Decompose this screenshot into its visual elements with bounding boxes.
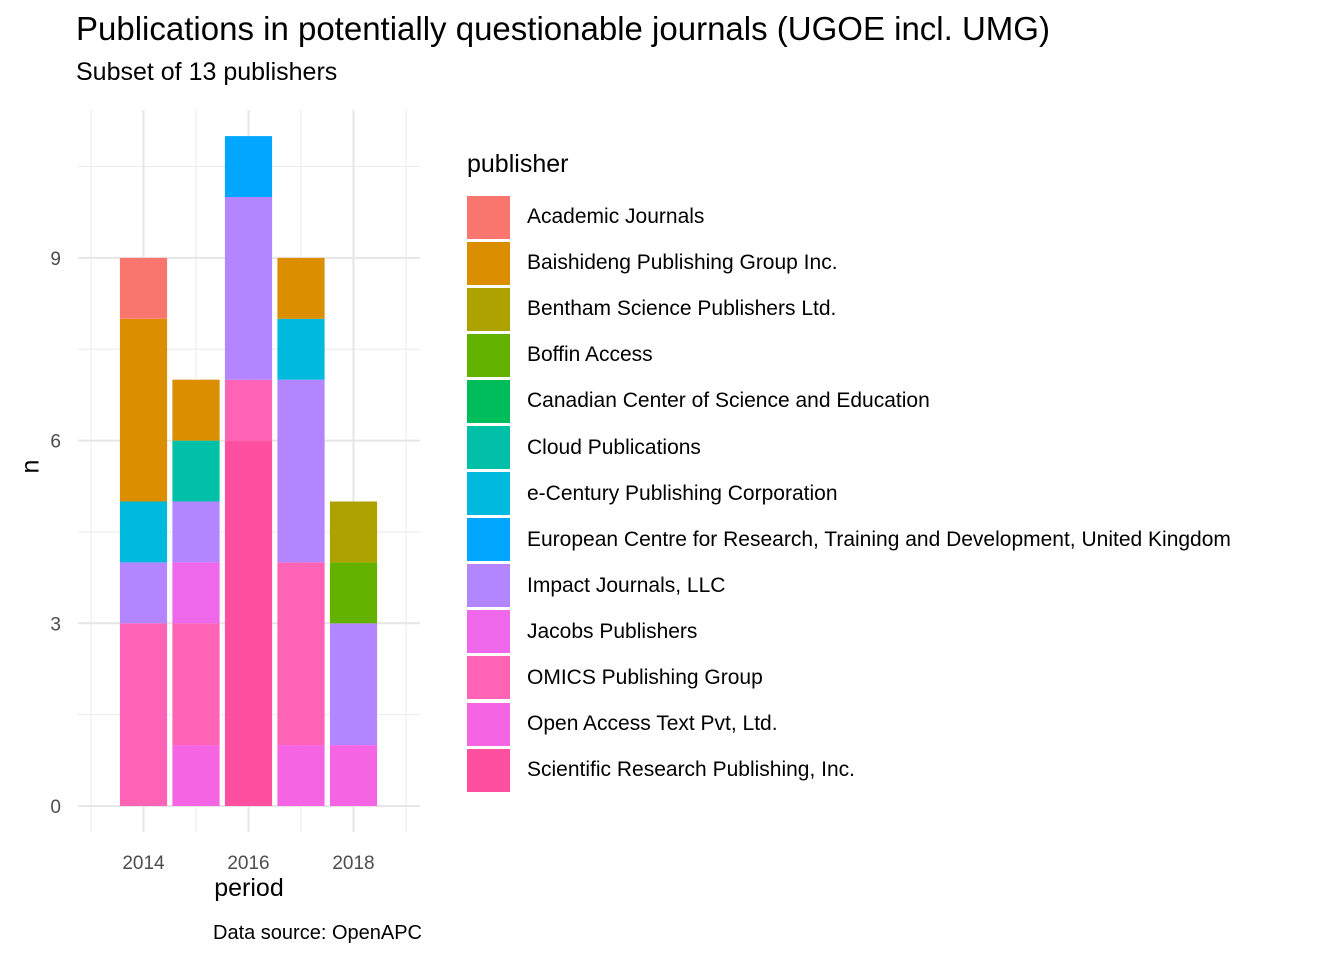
legend-swatch — [467, 610, 510, 654]
legend-label: Boffin Access — [527, 343, 653, 367]
bar-segment — [119, 318, 168, 502]
chart-subtitle: Subset of 13 publishers — [76, 58, 338, 86]
legend-label: Jacobs Publishers — [527, 619, 698, 643]
x-tick-label: 2016 — [227, 853, 269, 874]
bar-segment — [172, 562, 220, 624]
legend-label: Open Access Text Pvt, Ltd. — [527, 712, 778, 736]
legend-item: Canadian Center of Science and Education — [467, 378, 1231, 424]
legend-swatch — [467, 518, 510, 562]
legend-swatch — [467, 748, 510, 792]
y-tick-label: 3 — [50, 614, 61, 635]
bar-segment — [329, 745, 378, 806]
legend-item: Boffin Access — [467, 332, 1231, 378]
legend-item: Bentham Science Publishers Ltd. — [467, 286, 1231, 332]
legend-swatch — [467, 426, 510, 470]
legend-item: OMICS Publishing Group — [467, 655, 1231, 701]
legend-item: European Centre for Research, Training a… — [467, 517, 1231, 563]
legend-label: Cloud Publications — [527, 435, 701, 459]
bar-segment — [119, 623, 168, 806]
legend-item: Jacobs Publishers — [467, 609, 1231, 655]
legend-swatch — [467, 287, 510, 331]
bar-segment — [277, 257, 325, 319]
bar-segment — [119, 562, 168, 624]
bar-segment — [172, 501, 220, 563]
legend-label: Impact Journals, LLC — [527, 573, 726, 597]
bar-segment — [119, 501, 168, 563]
bar-segment — [224, 136, 273, 197]
legend: Academic Journals Baishideng Publishing G… — [467, 194, 1231, 793]
bar-segment — [172, 745, 220, 806]
bar-segment — [172, 623, 220, 746]
bar-segment — [277, 318, 325, 380]
bar-segment — [277, 379, 325, 563]
legend-label: OMICS Publishing Group — [527, 665, 763, 689]
chart-caption: Data source: OpenAPC — [213, 922, 422, 944]
legend-label: European Centre for Research, Training a… — [527, 527, 1231, 551]
x-tick-label: 2014 — [122, 853, 165, 874]
y-tick-label: 6 — [50, 432, 61, 453]
bar-segment — [329, 562, 378, 624]
bar-segment — [329, 501, 378, 563]
bar-segment — [224, 379, 273, 441]
legend-title: publisher — [467, 150, 569, 178]
legend-swatch — [467, 656, 510, 700]
bar-segment — [224, 440, 273, 806]
legend-swatch — [467, 333, 510, 377]
legend-swatch — [467, 195, 510, 239]
bar-segment — [119, 257, 168, 319]
legend-label: Academic Journals — [527, 205, 705, 229]
legend-item: Baishideng Publishing Group Inc. — [467, 240, 1231, 286]
y-tick-label: 9 — [50, 249, 61, 270]
legend-label: e-Century Publishing Corporation — [527, 481, 838, 505]
legend-swatch — [467, 379, 510, 423]
legend-swatch — [467, 702, 510, 746]
bar-segment — [329, 623, 378, 746]
legend-item: Academic Journals — [467, 194, 1231, 240]
bar-segment — [224, 197, 273, 380]
legend-swatch — [467, 241, 510, 285]
legend-item: Impact Journals, LLC — [467, 563, 1231, 609]
y-axis-label: n — [16, 459, 45, 474]
legend-item: Scientific Research Publishing, Inc. — [467, 747, 1231, 793]
legend-label: Canadian Center of Science and Education — [527, 389, 930, 413]
legend-label: Bentham Science Publishers Ltd. — [527, 297, 837, 321]
bar-segment — [172, 379, 220, 441]
x-axis-label: period — [214, 874, 284, 902]
legend-swatch — [467, 564, 510, 608]
legend-label: Scientific Research Publishing, Inc. — [527, 758, 855, 782]
bar-segment — [172, 440, 220, 502]
y-tick-label: 0 — [50, 797, 61, 818]
bar-segment — [277, 562, 325, 746]
legend-item: e-Century Publishing Corporation — [467, 471, 1231, 517]
legend-item: Open Access Text Pvt, Ltd. — [467, 701, 1231, 747]
chart-title: Publications in potentially questionable… — [76, 10, 1050, 47]
x-tick-label: 2018 — [332, 853, 374, 874]
legend-label: Baishideng Publishing Group Inc. — [527, 251, 838, 275]
legend-item: Cloud Publications — [467, 424, 1231, 470]
legend-swatch — [467, 472, 510, 516]
bar-segment — [277, 745, 325, 806]
